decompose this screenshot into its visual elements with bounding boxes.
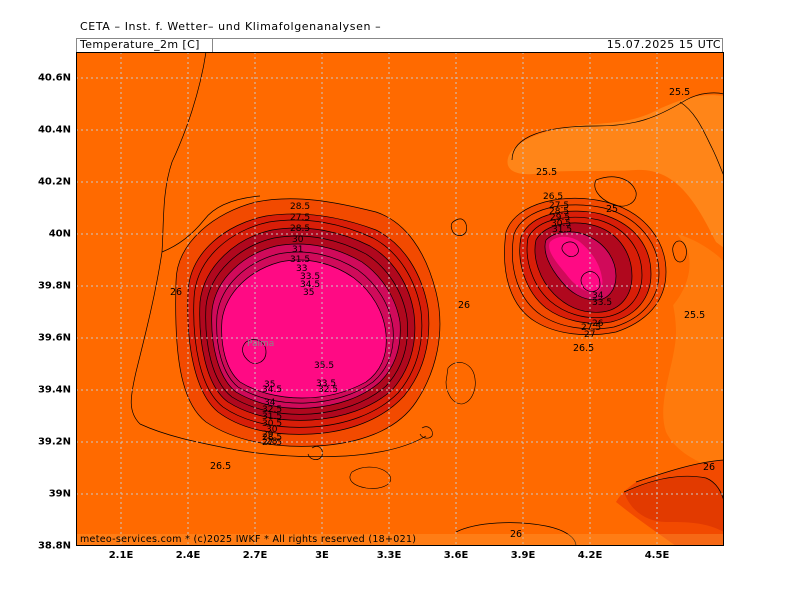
contour-label: 27.5 [290, 213, 311, 223]
contour-label: 33.5 [592, 298, 613, 308]
cool-zone-east [507, 95, 724, 248]
south-east-warmer-patch [624, 476, 724, 532]
lat-tick: 39.8N [37, 280, 71, 292]
copyright-strip [77, 534, 723, 545]
contour-label: 26 [510, 529, 523, 540]
contour-label: 26 [703, 462, 716, 473]
islet-east [445, 362, 476, 405]
contour-label: 25.5 [684, 310, 706, 321]
temperature-map [76, 52, 724, 546]
lon-tick: 3.6E [443, 550, 469, 561]
contour-label: 27.5 [262, 438, 283, 448]
lat-tick: 40.6N [37, 72, 71, 84]
contour-label: 28.5 [262, 433, 283, 443]
contour-label: 27.5 [549, 201, 570, 211]
contour-label: 30.5 [262, 419, 283, 429]
copyright-notice: meteo-services.com * (c)2025 IWKF * All … [80, 534, 417, 545]
contour-label: 26 [592, 319, 604, 329]
contour-label: 31.5 [290, 255, 311, 265]
lon-tick: 3.3E [376, 550, 402, 561]
contour-label: 31.5 [552, 225, 573, 235]
contour-label: 26 [458, 300, 471, 311]
contour-label: 35 [303, 288, 315, 298]
variable-label: Temperature_2m [C] [80, 38, 200, 51]
lon-tick: 4.2E [577, 550, 603, 561]
contour-label: 26 [170, 287, 183, 298]
contour-label: 28.5 [549, 207, 570, 217]
contour-label: 29 [262, 430, 274, 440]
contour-label: 29.5 [550, 213, 571, 223]
contour-lines [130, 52, 724, 546]
variable-label-frame [77, 39, 213, 52]
lon-tick: 4.5E [644, 550, 670, 561]
contour-label: 32.5 [262, 405, 283, 415]
mallorca-35 [221, 259, 387, 398]
contour-label: 25 [606, 204, 619, 215]
contour-label: 30.5 [551, 219, 572, 229]
lon-tick: 2.1E [108, 550, 134, 561]
cool-zone-mid-east [636, 229, 724, 472]
contour-label: 34 [264, 398, 276, 408]
lon-tick: 3.9E [510, 550, 536, 561]
lon-tick: 2.7E [242, 550, 268, 561]
contour-label: 32.5 [318, 385, 339, 395]
city-label-palma: Palma [247, 339, 275, 349]
contour-label: 28.5 [290, 224, 311, 234]
lat-tick: 40N [48, 228, 71, 240]
contour-label: 26.5 [573, 343, 595, 354]
contour-label: 35.5 [314, 361, 335, 371]
lat-tick: 40.2N [37, 176, 71, 188]
lat-tick: 39N [48, 488, 71, 500]
contour-label: 31.5 [262, 412, 283, 422]
contour-label: 26.5 [543, 192, 564, 202]
contour-label: 31 [292, 245, 304, 255]
contour-label: 33.5 [300, 272, 321, 282]
lat-tick: 39.2N [37, 436, 71, 448]
contour-label: 25.5 [536, 167, 558, 178]
lat-tick: 40.4N [37, 124, 71, 136]
contour-label: 34.5 [262, 385, 283, 395]
contour-label: 34 [592, 291, 604, 301]
contour-label: 33 [296, 264, 308, 274]
lat-tick: 39.6N [37, 332, 71, 344]
contour-label: 33.5 [316, 379, 337, 389]
contour-label: 34.5 [300, 280, 321, 290]
contour-label: 30 [266, 425, 278, 435]
cabrera-islet [349, 466, 392, 489]
lon-tick: 2.4E [175, 550, 201, 561]
contour-label: 30 [292, 235, 304, 245]
lat-lon-grid [76, 52, 724, 546]
south-sea-patch [456, 522, 576, 546]
contour-label: 28.5 [290, 202, 311, 212]
contour-label: 25.5 [669, 87, 691, 98]
contour-label: 26.5 [210, 461, 232, 472]
institute-title: CETA – Inst. f. Wetter– und Klimafolgena… [80, 20, 382, 33]
valid-time: 15.07.2025 15 UTC [606, 38, 721, 51]
lat-tick: 39.4N [37, 384, 71, 396]
contour-label: 35 [264, 380, 276, 390]
contour-label: 27 [584, 330, 596, 340]
header-frame [76, 38, 723, 52]
contour-label: 27.5 [581, 323, 602, 333]
contour-label: 28 [266, 437, 278, 447]
lat-tick: 38.8N [37, 540, 71, 552]
lon-tick: 3E [315, 550, 329, 561]
